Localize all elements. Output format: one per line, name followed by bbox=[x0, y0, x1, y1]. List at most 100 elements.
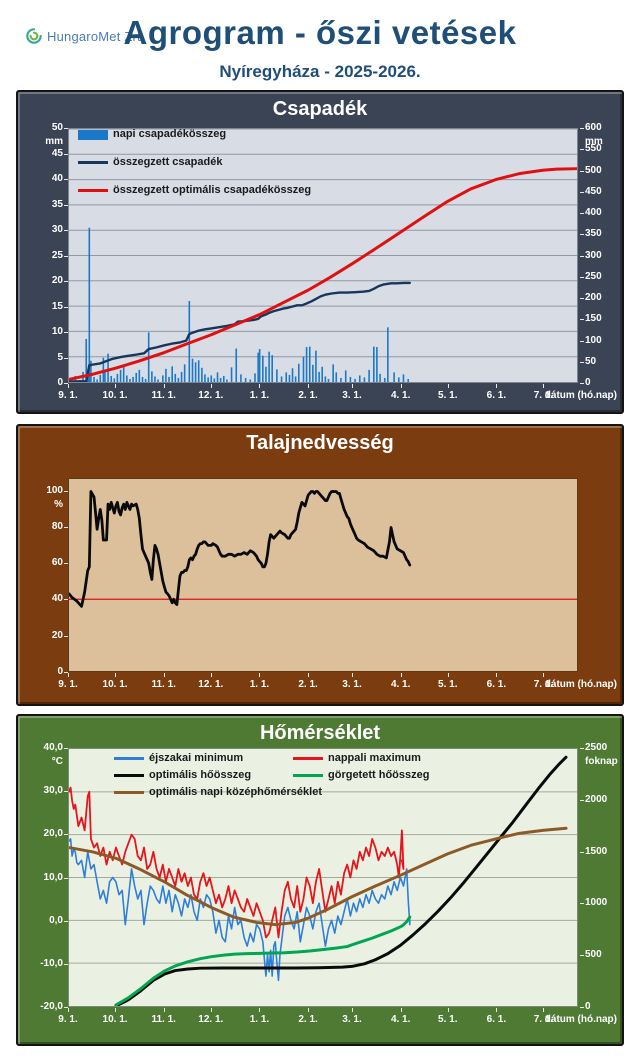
x-axis-tick: 3. 1. bbox=[342, 1014, 362, 1025]
axis-tickmark bbox=[580, 191, 584, 193]
axis-tickmark bbox=[68, 673, 69, 677]
x-axis-tick: 4. 1. bbox=[390, 390, 411, 401]
right-axis-tick: 50 bbox=[585, 355, 597, 367]
x-axis-tick: 5. 1. bbox=[438, 1014, 458, 1025]
legend-item: optimális napi középhőmérséklet bbox=[114, 786, 322, 799]
legend-item: napi csapadékösszeg bbox=[78, 128, 226, 141]
left-axis-unit-label: mm bbox=[45, 136, 63, 147]
legend-label: optimális hőösszeg bbox=[149, 769, 252, 781]
left-axis-tick: 0,0 bbox=[49, 914, 63, 926]
axis-tickmark bbox=[64, 877, 68, 879]
axis-tickmark bbox=[64, 963, 68, 965]
legend-label: összegzett csapadék bbox=[113, 156, 223, 168]
soil-moisture-chart-title: Talajnedvesség bbox=[246, 432, 394, 454]
x-axis-tick: 7. 1. bbox=[533, 1014, 554, 1025]
x-axis-tick: 11. 1. bbox=[151, 679, 176, 690]
x-axis-tick: 12. 1. bbox=[198, 1014, 224, 1025]
axis-tickmark bbox=[163, 1008, 165, 1012]
right-axis-unit-label: foknap bbox=[585, 756, 618, 767]
axis-tickmark bbox=[64, 920, 68, 922]
legend-swatch-line bbox=[78, 161, 108, 164]
x-axis-tick: 2. 1. bbox=[298, 390, 318, 401]
left-axis-tick: 40 bbox=[51, 173, 63, 184]
axis-tickmark bbox=[543, 1008, 545, 1012]
axis-tickmark bbox=[210, 673, 212, 677]
left-axis-tick: 40 bbox=[51, 593, 63, 605]
axis-tickmark bbox=[64, 526, 68, 528]
axis-tickmark bbox=[352, 384, 354, 388]
right-axis-tick: 100 bbox=[585, 334, 602, 346]
axis-tickmark bbox=[115, 1008, 117, 1012]
right-axis-tick: 450 bbox=[585, 185, 602, 197]
x-axis-title: dátum (hó.nap) bbox=[544, 1014, 617, 1025]
axis-tickmark bbox=[64, 153, 68, 155]
axis-tickmark bbox=[64, 1007, 68, 1008]
axis-tickmark bbox=[496, 673, 498, 677]
left-axis-tick: 60 bbox=[51, 557, 63, 569]
legend-swatch-line bbox=[78, 189, 108, 192]
left-axis-tick: 10,0 bbox=[43, 871, 63, 883]
soil-moisture-panel: Talajnedvesség 100 80 60 40 20 0% 9. 1. 10. 1. 1… bbox=[16, 424, 624, 706]
axis-tickmark bbox=[447, 673, 449, 677]
axis-tickmark bbox=[64, 128, 68, 129]
axis-tickmark bbox=[496, 1008, 498, 1012]
legend-swatch-line bbox=[114, 791, 144, 794]
x-axis-tick: 12. 1. bbox=[198, 679, 224, 690]
axis-tickmark bbox=[64, 563, 68, 565]
x-axis-tick: 6. 1. bbox=[486, 390, 507, 401]
axis-tickmark bbox=[64, 357, 68, 359]
x-axis-tick: 10. 1. bbox=[102, 679, 128, 690]
axis-tickmark bbox=[400, 1008, 402, 1012]
right-axis-tick: 0 bbox=[585, 1001, 591, 1012]
legend-swatch-line bbox=[293, 774, 323, 777]
legend-label: optimális napi középhőmérséklet bbox=[149, 786, 322, 798]
left-axis-tick: 40,0 bbox=[43, 742, 63, 753]
axis-tickmark bbox=[64, 383, 68, 384]
left-axis-tick: 100 bbox=[46, 484, 63, 496]
precipitation-chart bbox=[69, 129, 577, 382]
legend-swatch-line bbox=[114, 757, 144, 760]
x-axis-tick: 9. 1. bbox=[58, 390, 78, 401]
x-axis-tick: 12. 1. bbox=[198, 390, 224, 401]
left-axis-tick: 0 bbox=[57, 377, 63, 388]
soil-moisture-plot-area bbox=[68, 478, 578, 672]
x-axis-tick: 1. 1. bbox=[249, 1014, 270, 1025]
axis-tickmark bbox=[64, 204, 68, 206]
axis-tickmark bbox=[68, 1008, 69, 1012]
right-axis-tick: 2500 bbox=[585, 742, 608, 753]
x-axis-tick: 3. 1. bbox=[342, 390, 362, 401]
axis-tickmark bbox=[580, 340, 584, 342]
temperature-plot-area bbox=[68, 748, 578, 1007]
left-axis-tick: 50 bbox=[51, 122, 63, 133]
axis-tickmark bbox=[496, 384, 498, 388]
right-axis-tick: 1000 bbox=[585, 897, 608, 909]
axis-tickmark bbox=[580, 799, 584, 801]
axis-tickmark bbox=[115, 384, 117, 388]
hungaromet-swirl-icon bbox=[26, 28, 42, 44]
right-axis-unit-label: mm bbox=[585, 136, 603, 147]
left-axis-tick: 0 bbox=[57, 666, 63, 677]
right-axis-tick: 400 bbox=[585, 207, 602, 218]
x-axis-tick: 11. 1. bbox=[151, 1014, 176, 1025]
legend-label: éjszakai minimum bbox=[149, 752, 244, 764]
left-axis-unit-label: °C bbox=[51, 756, 63, 767]
soil-moisture-chart bbox=[69, 490, 577, 608]
legend-swatch-box bbox=[78, 129, 108, 140]
left-axis-tick: 30,0 bbox=[43, 785, 63, 797]
left-axis-tick: -20,0 bbox=[40, 1001, 63, 1012]
right-axis-tick: 500 bbox=[585, 949, 602, 961]
legend-item: nappali maximum bbox=[293, 752, 421, 765]
axis-tickmark bbox=[580, 276, 584, 278]
left-axis-tick: 20,0 bbox=[43, 828, 63, 840]
page-subtitle: Nyíregyháza - 2025-2026. bbox=[219, 62, 421, 81]
legend-item: összegzett optimális csapadékösszeg bbox=[78, 184, 311, 197]
axis-tickmark bbox=[163, 673, 165, 677]
axis-tickmark bbox=[580, 298, 584, 299]
x-axis-tick: 3. 1. bbox=[342, 679, 362, 690]
axis-tickmark bbox=[259, 1008, 261, 1012]
axis-tickmark bbox=[400, 673, 402, 677]
page-header: HungaroMet Zrt. Agrogram - őszi vetések … bbox=[0, 0, 640, 90]
axis-tickmark bbox=[447, 384, 449, 388]
temperature-panel: Hőmérséklet 40,0 30,0 20,0 10,0 0,0 -10,0 -20,… bbox=[16, 714, 624, 1046]
